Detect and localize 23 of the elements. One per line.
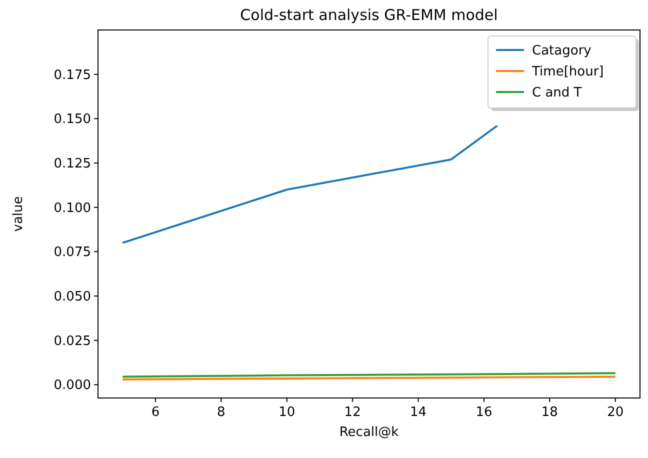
y-tick-label: 0.100 (54, 200, 91, 216)
y-tick-label: 0.025 (54, 334, 91, 349)
x-tick-label: 14 (410, 405, 427, 420)
x-tick-label: 20 (607, 405, 624, 420)
x-tick-label: 18 (541, 405, 558, 420)
chart-title: Cold-start analysis GR-EMM model (240, 6, 498, 24)
y-tick-label: 0.000 (54, 378, 91, 394)
y-tick-label: 0.125 (54, 156, 91, 172)
y-tick-label: 0.175 (54, 68, 91, 83)
legend-label: Time[hour] (531, 64, 604, 80)
x-tick-label: 12 (344, 405, 361, 420)
x-tick-label: 6 (151, 405, 160, 420)
y-tick-label: 0.075 (54, 245, 91, 260)
x-tick-label: 10 (278, 405, 296, 420)
x-tick-label: 8 (217, 405, 226, 420)
legend-label: C and T (532, 86, 582, 101)
y-tick-label: 0.050 (54, 290, 91, 305)
line-series (122, 124, 498, 244)
legend-label: Catagory (532, 44, 592, 59)
y-axis-title: value (11, 196, 26, 232)
x-tick-label: 16 (476, 405, 492, 420)
y-tick-label: 0.150 (54, 112, 91, 128)
x-axis-title: Recall@k (339, 425, 400, 440)
